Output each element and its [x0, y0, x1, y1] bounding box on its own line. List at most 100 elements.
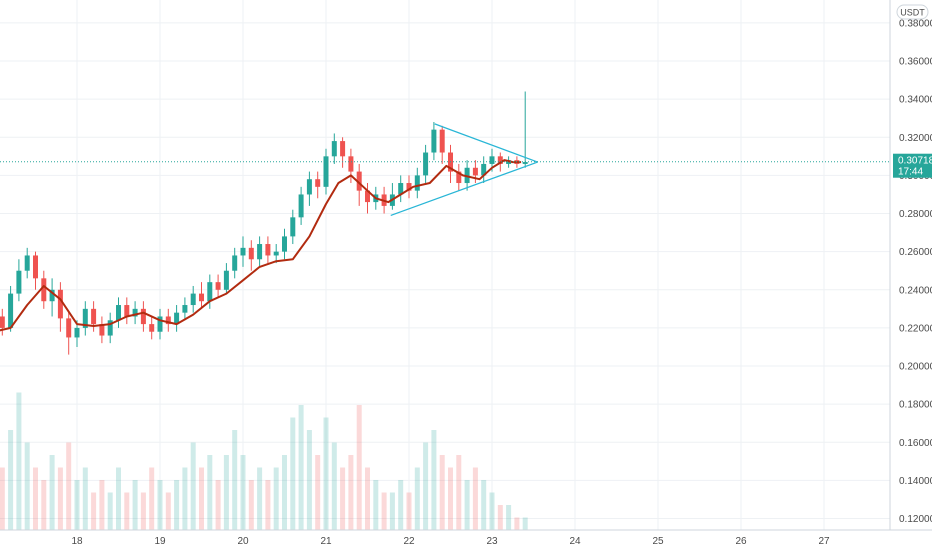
volume-bar	[91, 492, 97, 530]
price-tick-label: 0.16000	[899, 438, 932, 449]
time-tick-label: 22	[403, 536, 415, 547]
volume-bar	[290, 417, 296, 530]
price-tick-label: 0.36000	[899, 57, 932, 68]
candle-body	[49, 289, 55, 302]
candle-body	[497, 156, 503, 164]
candle-body	[340, 141, 346, 157]
volume-bar	[282, 455, 287, 530]
candle-body	[456, 171, 462, 184]
candle-body	[91, 308, 97, 325]
candle-body	[439, 129, 445, 153]
volume-bar	[398, 480, 404, 530]
time-tick-label: 25	[652, 536, 664, 547]
candle-body	[190, 293, 196, 306]
time-tick-label: 24	[569, 536, 581, 547]
candle-body	[132, 308, 138, 317]
volume-bar	[348, 455, 354, 530]
candle-body	[107, 320, 113, 336]
volume-bar	[215, 480, 221, 530]
volume-bar	[456, 455, 462, 530]
candle-body	[232, 255, 238, 271]
grid-lines	[0, 0, 890, 530]
candle-body	[248, 247, 254, 260]
volume-bar	[66, 442, 72, 530]
candle-body	[265, 244, 271, 256]
time-tick-label: 23	[486, 536, 498, 547]
candle-body	[66, 318, 72, 338]
volume-bar	[331, 442, 337, 530]
candle-body	[124, 305, 130, 317]
volume-bar	[16, 392, 22, 530]
volume-bar	[315, 455, 321, 530]
candle-body	[522, 162, 528, 164]
candle-body	[282, 236, 287, 252]
candle-body	[290, 217, 296, 237]
currency-label[interactable]: USDT	[896, 4, 929, 20]
last-price-value: 0.30718	[898, 156, 932, 167]
candle-body	[240, 247, 246, 256]
time-tick-label: 27	[818, 536, 830, 547]
volume-bar	[116, 467, 121, 530]
volume-bar	[207, 455, 213, 530]
candle-body	[331, 141, 337, 157]
volume-bar	[132, 480, 138, 530]
time-tick-label: 21	[320, 536, 332, 547]
candle-body	[398, 183, 404, 195]
candle-body	[174, 312, 180, 325]
candle-body	[165, 316, 171, 325]
candlestick-series	[0, 91, 528, 355]
volume-bar	[365, 467, 370, 530]
volume-bar	[265, 480, 271, 530]
volume-bar	[373, 480, 379, 530]
candle-body	[0, 316, 5, 328]
price-axis[interactable]: 0.380000.360000.340000.320000.300000.280…	[899, 18, 932, 525]
volume-bar	[381, 492, 387, 530]
candle-body	[481, 163, 487, 176]
candle-body	[16, 270, 22, 294]
volume-bar	[506, 505, 512, 530]
price-tick-label: 0.20000	[899, 362, 932, 373]
candle-body	[116, 305, 121, 321]
volume-bar	[99, 480, 105, 530]
volume-bar	[165, 492, 171, 530]
time-axis[interactable]: 18 19 20 21 22 23 24 25 26 27	[71, 536, 830, 547]
volume-bar	[464, 480, 470, 530]
price-tick-label: 0.18000	[899, 400, 932, 411]
volume-bar	[107, 492, 113, 530]
time-tick-label: 20	[237, 536, 249, 547]
price-tick-label: 0.14000	[899, 476, 932, 487]
volume-bar	[41, 480, 47, 530]
volume-bar	[514, 517, 520, 530]
currency-text: USDT	[900, 8, 925, 18]
price-tick-label: 0.28000	[899, 209, 932, 220]
volume-bar	[223, 455, 229, 530]
volume-bar	[306, 430, 312, 530]
volume-bar	[149, 467, 155, 530]
candle-body	[8, 293, 14, 328]
time-tick-label: 18	[71, 536, 83, 547]
volume-bar	[82, 467, 88, 530]
volume-bar	[182, 467, 188, 530]
volume-bar	[190, 442, 196, 530]
price-tick-label: 0.38000	[899, 18, 932, 29]
triangle-drawing[interactable]	[390, 123, 538, 217]
volume-bar	[248, 480, 254, 530]
price-tick-label: 0.22000	[899, 323, 932, 334]
volume-bar	[489, 492, 495, 530]
volume-bar	[8, 430, 14, 530]
candle-body	[99, 324, 105, 336]
volume-bar	[273, 467, 279, 530]
candle-body	[199, 293, 204, 302]
volume-bar	[431, 430, 437, 530]
candle-body	[24, 255, 30, 271]
volume-bar	[481, 480, 487, 530]
volume-bar	[257, 467, 263, 530]
volume-bar	[74, 480, 80, 530]
triangle-upper-line	[434, 123, 538, 163]
candle-body	[33, 255, 38, 279]
candle-body	[323, 156, 329, 187]
candle-body	[414, 175, 420, 191]
volume-bar	[124, 492, 130, 530]
candle-body	[182, 305, 188, 313]
